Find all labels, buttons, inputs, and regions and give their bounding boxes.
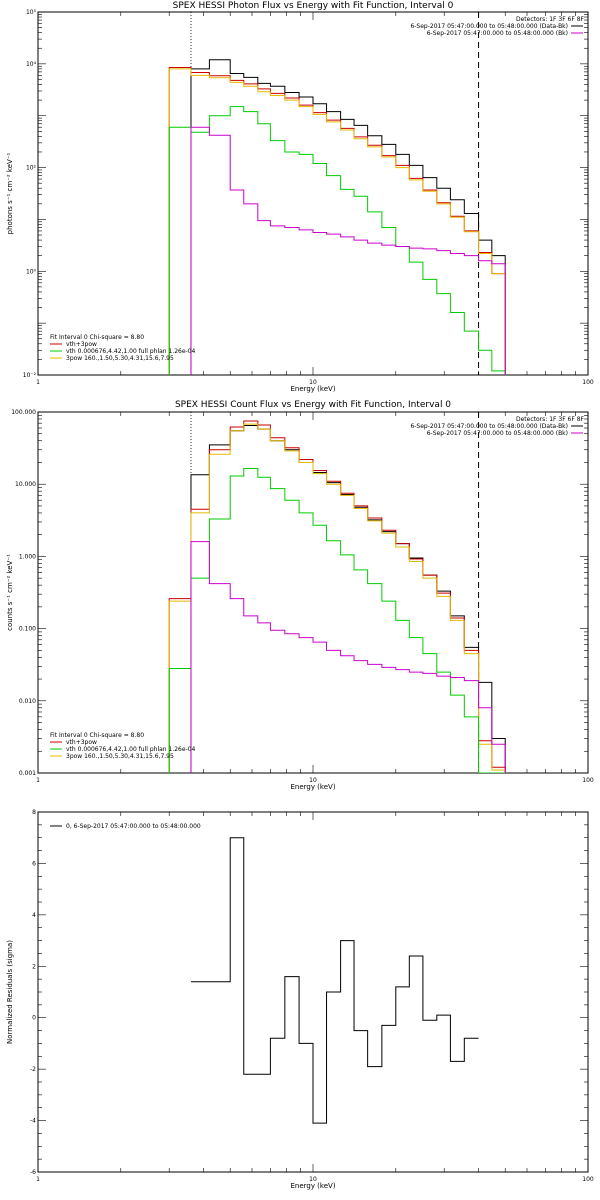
legend-right-header: Detectors: 1F 3F 6F 8F xyxy=(516,16,585,23)
y-tick-label: 10⁵ xyxy=(26,9,37,16)
legend-right-item: 6-Sep-2017 05:47:00.000 to 05:48:00.000 … xyxy=(427,430,568,437)
y-axis-label: counts s⁻¹ cm⁻² keV⁻¹ xyxy=(6,554,14,631)
x-tick-label: 100 xyxy=(582,379,594,386)
y-tick-label: 2 xyxy=(32,963,36,970)
y-tick-label: 10⁰ xyxy=(26,268,37,275)
series-vth xyxy=(168,467,506,773)
y-tick-label: 10⁴ xyxy=(26,61,37,68)
x-axis-label: Energy (keV) xyxy=(290,385,335,393)
series-residuals xyxy=(190,837,479,1124)
x-axis-label: Energy (keV) xyxy=(290,1182,335,1190)
series-bk xyxy=(190,126,506,375)
legend-left-item: 3pow 160.,1.50,5.30,4.31,15.6,7.95 xyxy=(66,753,174,760)
y-tick-label: 100.000 xyxy=(11,409,36,416)
legend-right-item: 6-Sep-2017 05:47:00.000 to 05:48:00.000 … xyxy=(427,30,568,37)
series-bk xyxy=(190,541,506,773)
legend-left-header: Fit Interval 0 Chi-square = 8.80 xyxy=(50,334,144,341)
x-tick-label: 100 xyxy=(582,1176,594,1183)
legend-right-header: Detectors: 1F 3F 6F 8F xyxy=(516,416,585,423)
y-tick-label: 6 xyxy=(32,860,36,867)
series-data-bk xyxy=(190,425,506,773)
legend-left-item: vth+3pow xyxy=(66,739,97,746)
legend-left-item: vth+3pow xyxy=(66,341,97,348)
y-tick-label: 4 xyxy=(32,912,36,919)
x-tick-label: 10 xyxy=(309,777,317,784)
chart-3 xyxy=(37,811,589,1173)
legend-left-item: vth 0.000676,4.42,1.00 full phlan 1.26e-… xyxy=(66,746,196,753)
y-tick-label: -2 xyxy=(30,1066,36,1073)
y-tick-label: 10.000 xyxy=(15,481,36,488)
series-3pow xyxy=(168,68,506,375)
series-vth xyxy=(168,106,506,375)
x-tick-label: 1 xyxy=(36,379,40,386)
chart-title: SPEX HESSI Count Flux vs Energy with Fit… xyxy=(175,400,451,410)
legend-left-item: vth 0.000676,4.42,1.00 full phlan 1.26e-… xyxy=(66,348,196,355)
legend-right-item: 6-Sep-2017 05:47:00.000 to 05:48:00.000 … xyxy=(410,423,568,430)
x-axis-label: Energy (keV) xyxy=(290,783,335,791)
legend-left-item: 0, 6-Sep-2017 05:47:00.000 to 05:48:00.0… xyxy=(66,823,201,830)
series-3pow xyxy=(168,423,506,773)
y-tick-label: 0.010 xyxy=(19,698,36,705)
legend-left-header: Fit Interval 0 Chi-square = 8.80 xyxy=(50,732,144,739)
y-axis-label: photons s⁻¹ cm⁻² keV⁻¹ xyxy=(6,152,14,234)
series-data-bk xyxy=(190,59,506,375)
y-tick-label: 0 xyxy=(32,1015,36,1022)
x-tick-label: 10 xyxy=(309,379,317,386)
y-tick-label: 10⁻² xyxy=(23,372,37,379)
series-vth-3pow xyxy=(168,420,506,773)
y-tick-label: 8 xyxy=(32,809,36,816)
y-tick-label: 0.100 xyxy=(19,626,36,633)
x-tick-label: 1 xyxy=(36,777,40,784)
x-tick-label: 10 xyxy=(309,1176,317,1183)
y-tick-label: 0.001 xyxy=(19,770,36,777)
y-tick-label: -6 xyxy=(30,1169,36,1176)
x-tick-label: 1 xyxy=(36,1176,40,1183)
legend-right-item: 6-Sep-2017 05:47:00.000 to 05:48:00.000 … xyxy=(410,23,568,30)
chart-title: SPEX HESSI Photon Flux vs Energy with Fi… xyxy=(173,1,454,11)
y-tick-label: -4 xyxy=(30,1118,36,1125)
legend-left-item: 3pow 160.,1.50,5.30,4.31,15.6,7.95 xyxy=(66,355,174,362)
y-tick-label: 1.000 xyxy=(19,553,36,560)
chart-1 xyxy=(37,11,589,376)
chart-2 xyxy=(37,411,589,774)
y-axis-label: Normalized Residuals (sigma) xyxy=(6,940,14,1044)
x-tick-label: 100 xyxy=(582,777,594,784)
y-tick-label: 10² xyxy=(26,165,37,172)
series-vth-3pow xyxy=(168,67,506,375)
